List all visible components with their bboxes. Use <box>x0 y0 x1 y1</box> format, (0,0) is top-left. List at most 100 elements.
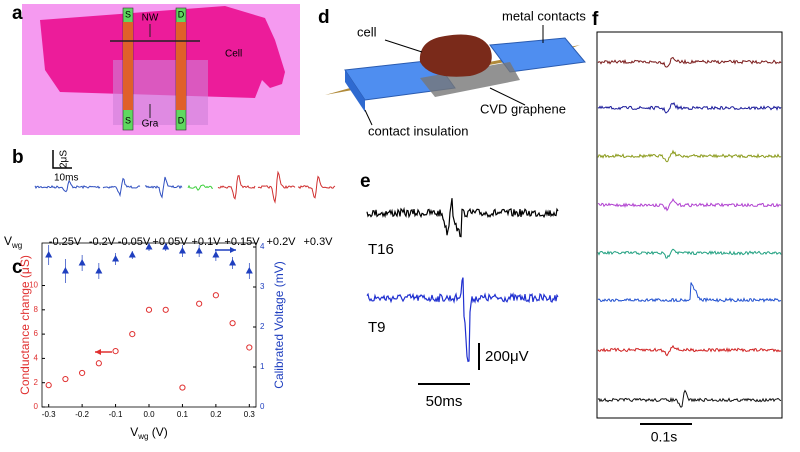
marker <box>212 251 220 258</box>
cell-blob <box>419 34 492 77</box>
marker <box>196 300 203 307</box>
y-tick-label: 6 <box>34 329 39 338</box>
scale-label: 50ms <box>426 393 463 410</box>
marker <box>162 243 170 250</box>
label: NW <box>142 13 159 24</box>
trace-label: T16 <box>368 241 394 258</box>
pointer <box>384 39 423 53</box>
trace <box>597 344 782 357</box>
marker <box>128 251 136 258</box>
voltage-label: +0.05V <box>152 236 188 248</box>
marker <box>145 243 153 250</box>
scale-label: 0.1s <box>651 429 677 445</box>
marker <box>112 255 120 262</box>
marker <box>229 320 236 327</box>
trace <box>366 198 559 238</box>
marker <box>195 247 203 254</box>
marker <box>179 384 186 391</box>
label: CVD graphene <box>480 101 566 116</box>
cell-shape <box>40 6 285 98</box>
x-axis-label-part: V <box>130 425 138 439</box>
contact-side <box>345 70 365 112</box>
marker <box>162 306 169 313</box>
marker <box>212 292 219 299</box>
marker <box>95 267 103 274</box>
y-tick-label: 2 <box>34 378 39 387</box>
trace-label: T9 <box>368 319 386 336</box>
label: contact insulation <box>368 123 468 138</box>
x-tick-label: 0.1 <box>177 410 189 419</box>
label: D <box>178 9 185 19</box>
insulation <box>176 22 186 110</box>
contact <box>489 37 586 73</box>
panel-label: a <box>12 3 23 24</box>
panel-label: f <box>592 9 599 30</box>
marker <box>129 331 136 338</box>
plot-frame <box>41 242 257 408</box>
y2-tick-label: 0 <box>260 402 265 411</box>
label: S <box>125 115 131 125</box>
vwg-label: Vwg <box>4 234 22 250</box>
scale-bar <box>52 150 72 169</box>
y2-tick-label: 2 <box>260 322 265 331</box>
y-tick-label: 0 <box>34 402 39 411</box>
label: Cell <box>225 49 242 60</box>
marker <box>95 360 102 367</box>
trace <box>597 56 782 68</box>
x-tick-label: 0.0 <box>143 410 155 419</box>
x-tick-label: -0.3 <box>42 410 56 419</box>
voltage-label: -0.25V <box>49 236 82 248</box>
trace <box>297 175 336 199</box>
label: S <box>125 9 131 19</box>
label: Gra <box>142 119 159 130</box>
voltage-label: -0.05V <box>118 236 151 248</box>
arrow-head <box>230 247 236 253</box>
trace <box>187 184 213 191</box>
x-tick-label: 0.3 <box>244 410 256 419</box>
marker <box>112 348 119 355</box>
trace <box>597 102 782 114</box>
marker <box>62 375 69 383</box>
panel-label: b <box>12 147 24 168</box>
marker <box>245 267 253 274</box>
marker <box>145 306 153 313</box>
trace <box>144 176 183 199</box>
marker <box>246 344 253 351</box>
scale-label: 10ms <box>54 173 78 184</box>
label: D <box>178 115 185 125</box>
frame <box>596 31 783 419</box>
trace <box>217 174 256 200</box>
trace <box>102 177 141 198</box>
y2-axis-label: Calibrated Voltage (mV) <box>272 261 286 388</box>
y2-tick-label: 1 <box>260 362 265 371</box>
voltage-label: +0.15V <box>224 236 260 248</box>
trace <box>366 277 559 363</box>
label: metal contacts <box>502 8 586 23</box>
voltage-label: +0.2V <box>266 236 296 248</box>
x-tick-label: -0.1 <box>109 410 123 419</box>
scale-label: 200μV <box>485 348 529 365</box>
y2-tick-label: 3 <box>260 282 265 291</box>
x-axis-label: Vwg (V) <box>130 425 168 441</box>
pointer <box>489 87 526 106</box>
trace <box>257 170 296 204</box>
marker <box>45 382 52 389</box>
marker <box>178 247 186 254</box>
x-tick-label: -0.2 <box>75 410 89 419</box>
y-tick-label: 8 <box>34 305 39 314</box>
trace <box>597 197 782 212</box>
x-axis-label-part: wg <box>137 432 148 441</box>
y-axis-label: Conductance change (μS) <box>18 255 32 395</box>
voltage-label: +0.1V <box>191 236 221 248</box>
trace <box>597 248 782 259</box>
y-tick-label: 10 <box>29 281 38 290</box>
marker <box>79 369 86 377</box>
panel-label: c <box>12 257 23 278</box>
trace <box>597 389 782 408</box>
voltage-label: -0.2V <box>89 236 116 248</box>
x-tick-label: 0.2 <box>210 410 222 419</box>
marker <box>78 259 86 266</box>
marker <box>45 251 53 258</box>
y2-tick-label: 4 <box>260 242 265 251</box>
